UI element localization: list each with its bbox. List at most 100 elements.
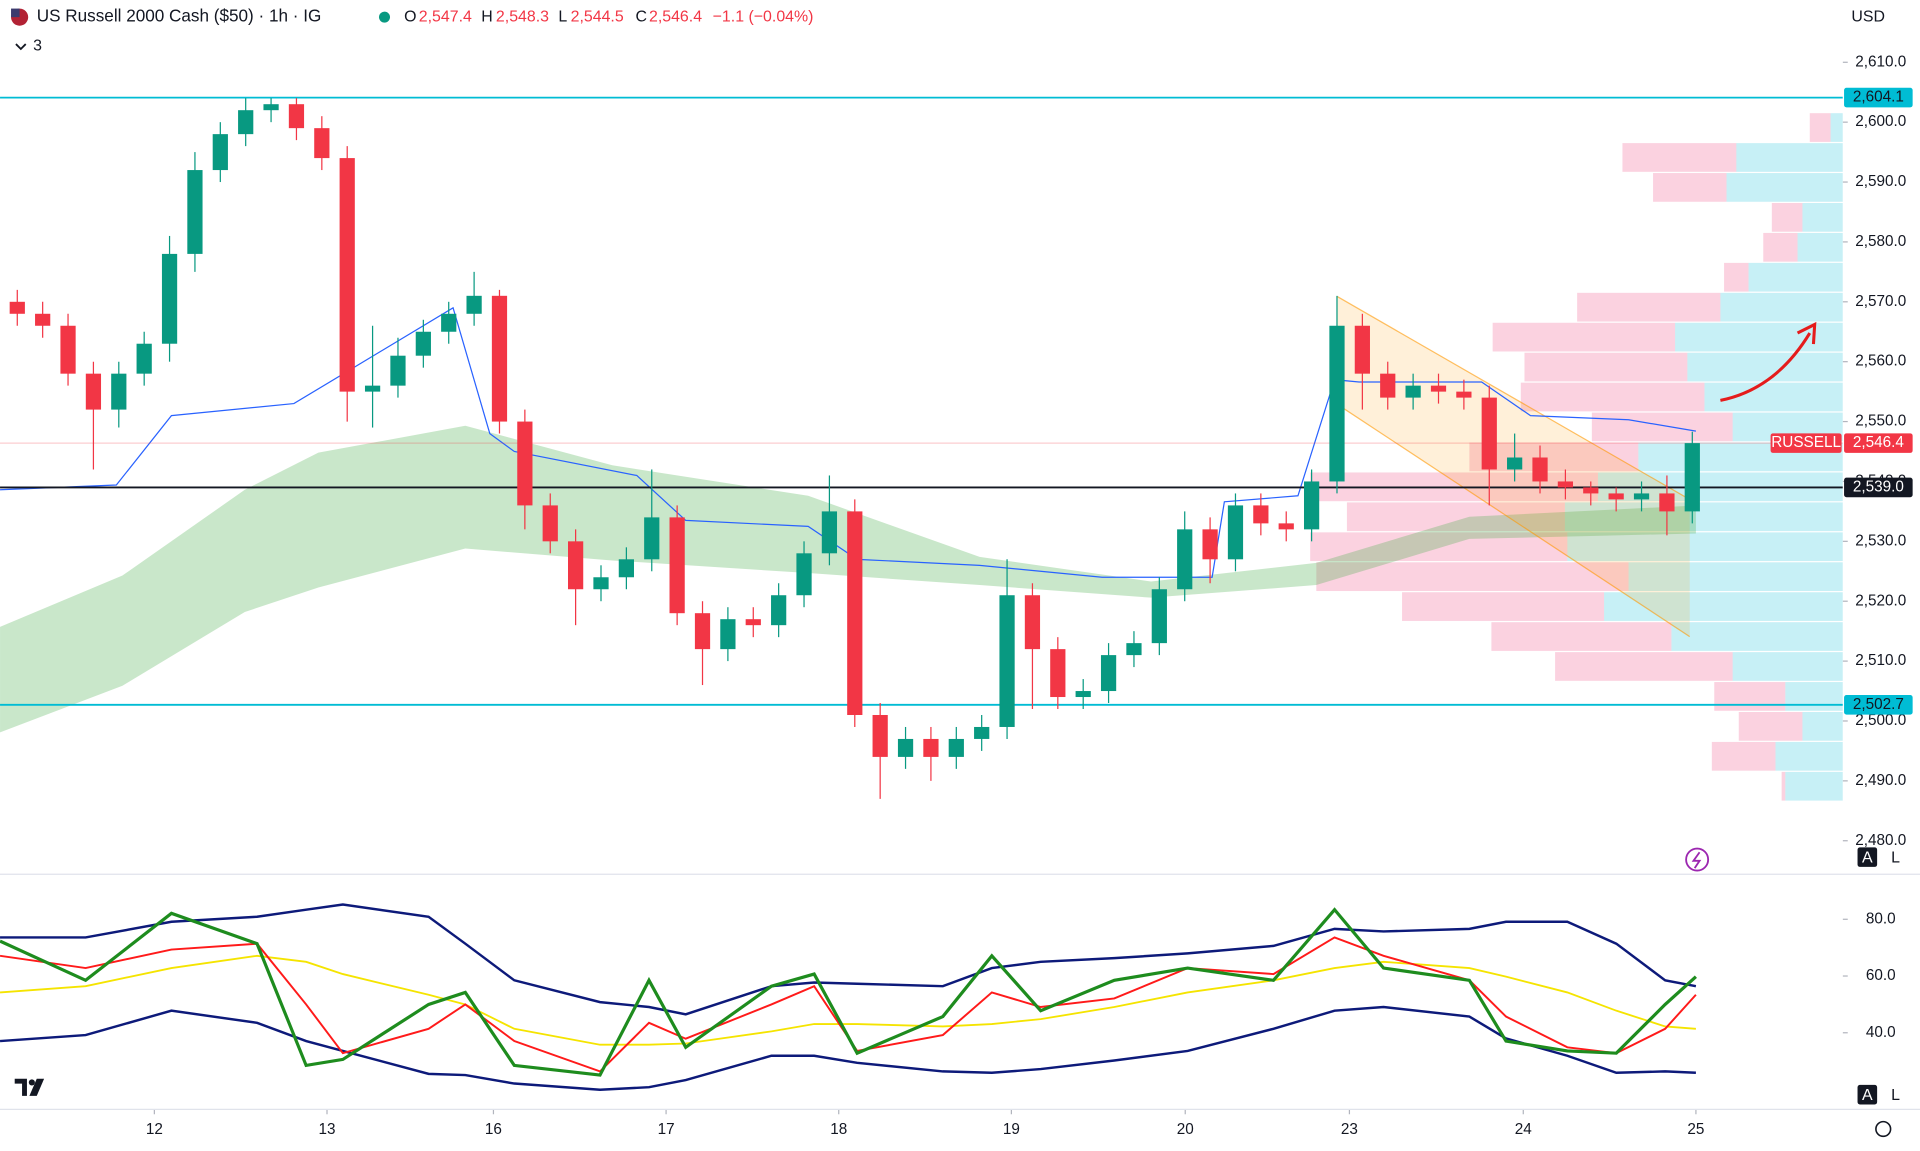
- candle-body: [466, 295, 482, 314]
- profile-up: [1785, 682, 1843, 711]
- candle-body: [1430, 385, 1447, 392]
- candle-body: [415, 331, 431, 356]
- candle-body: [1075, 691, 1091, 698]
- candle-body: [9, 301, 25, 314]
- x-tick-label: 23: [1341, 1121, 1358, 1138]
- candle-body: [847, 511, 863, 715]
- trend-arrow-head: [1796, 321, 1817, 345]
- y-tick-label: 2,520.0: [1855, 592, 1906, 609]
- button-label: A: [1862, 850, 1873, 867]
- candle-body: [644, 517, 660, 560]
- auto-button[interactable]: [1857, 1084, 1878, 1105]
- profile-down: [1577, 292, 1721, 322]
- level-tag-label: 2,502.7: [1853, 696, 1904, 713]
- candle-body: [441, 313, 457, 332]
- candle-body: [1050, 649, 1066, 698]
- indicator-pane: [0, 903, 1697, 1092]
- y-tick-label: 80.0: [1866, 910, 1896, 927]
- button-label[interactable]: L: [1891, 850, 1900, 867]
- x-tick-label: 18: [830, 1121, 847, 1138]
- x-tick-label: 12: [146, 1121, 163, 1138]
- candle-body: [288, 104, 305, 129]
- candle-body: [1659, 493, 1675, 512]
- profile-down: [1738, 711, 1803, 741]
- indicator-line: [0, 903, 1697, 1016]
- profile-up: [1671, 622, 1843, 651]
- candle-body: [923, 738, 939, 757]
- candle-body: [1608, 493, 1624, 500]
- candle-body: [1532, 457, 1548, 482]
- candle-body: [1253, 505, 1269, 524]
- profile-down: [1316, 562, 1629, 592]
- y-tick-label: 2,490.0: [1855, 772, 1906, 789]
- ohlc-value: 2,544.5: [571, 8, 624, 25]
- candle-body: [85, 373, 102, 410]
- profile-up: [1802, 711, 1843, 741]
- profile-up: [1564, 502, 1843, 532]
- y-tick-label: 2,530.0: [1855, 532, 1906, 549]
- level-tag: [1844, 87, 1913, 108]
- profile-up: [1802, 203, 1843, 232]
- x-tick-label: 16: [485, 1121, 502, 1138]
- symbol-title[interactable]: US Russell 2000 Cash ($50) · 1h · IG: [37, 6, 322, 26]
- candle-body: [1633, 493, 1650, 500]
- candle-body: [1126, 643, 1142, 656]
- collapse-chevron[interactable]: [15, 43, 27, 51]
- profile-down: [1346, 502, 1565, 532]
- alert-icon[interactable]: [1685, 847, 1710, 872]
- candle-body: [1329, 325, 1345, 482]
- candle-body: [1481, 397, 1497, 470]
- y-tick-label: 2,500.0: [1855, 712, 1906, 729]
- ohlc-value: 2,548.3: [496, 8, 549, 25]
- candle-body: [897, 738, 914, 757]
- auto-button[interactable]: [1857, 847, 1878, 867]
- candle-body: [517, 421, 533, 506]
- ohlc-name: O: [404, 8, 416, 25]
- candle-body: [1227, 505, 1244, 560]
- last-price-name: RUSSELL: [1771, 434, 1841, 451]
- candle-body: [491, 295, 508, 422]
- ohlc-name: H: [481, 8, 493, 25]
- candle-body: [568, 541, 584, 590]
- candle-body: [694, 613, 711, 650]
- indicator-line: [0, 907, 1697, 1077]
- candle-body: [618, 559, 634, 578]
- profile-up: [1704, 382, 1843, 412]
- profile-down: [1591, 412, 1733, 442]
- button-label[interactable]: L: [1891, 1087, 1900, 1104]
- candle-body: [1456, 391, 1472, 398]
- y-tick-label: 2,590.0: [1855, 173, 1906, 190]
- currency[interactable]: USD: [1851, 8, 1885, 25]
- y-tick-label: 2,600.0: [1855, 113, 1906, 130]
- candle-body: [60, 325, 76, 374]
- candle-body: [1303, 481, 1320, 530]
- candle-body: [390, 355, 406, 386]
- candle-body: [161, 253, 178, 344]
- settings-icon[interactable]: [1875, 1120, 1892, 1138]
- candle-body: [35, 313, 51, 326]
- price-pane: [0, 96, 1843, 801]
- x-tick-label: 13: [319, 1121, 336, 1138]
- logo-part: [29, 1078, 45, 1096]
- profile-down: [1555, 652, 1733, 681]
- candle-body: [593, 577, 609, 590]
- last-price-name-tag: [1770, 433, 1842, 453]
- candle-body: [1100, 655, 1117, 692]
- candle-body: [1024, 595, 1041, 650]
- candle-body: [669, 517, 685, 614]
- candle-body: [1684, 443, 1700, 512]
- profile-up: [1567, 532, 1843, 562]
- profile-up: [1830, 113, 1843, 142]
- profile-down: [1310, 532, 1568, 562]
- profile-up: [1726, 173, 1843, 202]
- pane-buttons: A L A L: [1857, 847, 1900, 1138]
- profile-up: [1736, 143, 1843, 172]
- header: US Russell 2000 Cash ($50) · 1h · IG O 2…: [11, 6, 1885, 55]
- y-tick-label: 2,480.0: [1855, 832, 1906, 849]
- market-status: [378, 11, 391, 23]
- indicator-count[interactable]: 3: [33, 38, 42, 55]
- candle-body: [1354, 325, 1370, 374]
- y-tick-label: 2,510.0: [1855, 652, 1906, 669]
